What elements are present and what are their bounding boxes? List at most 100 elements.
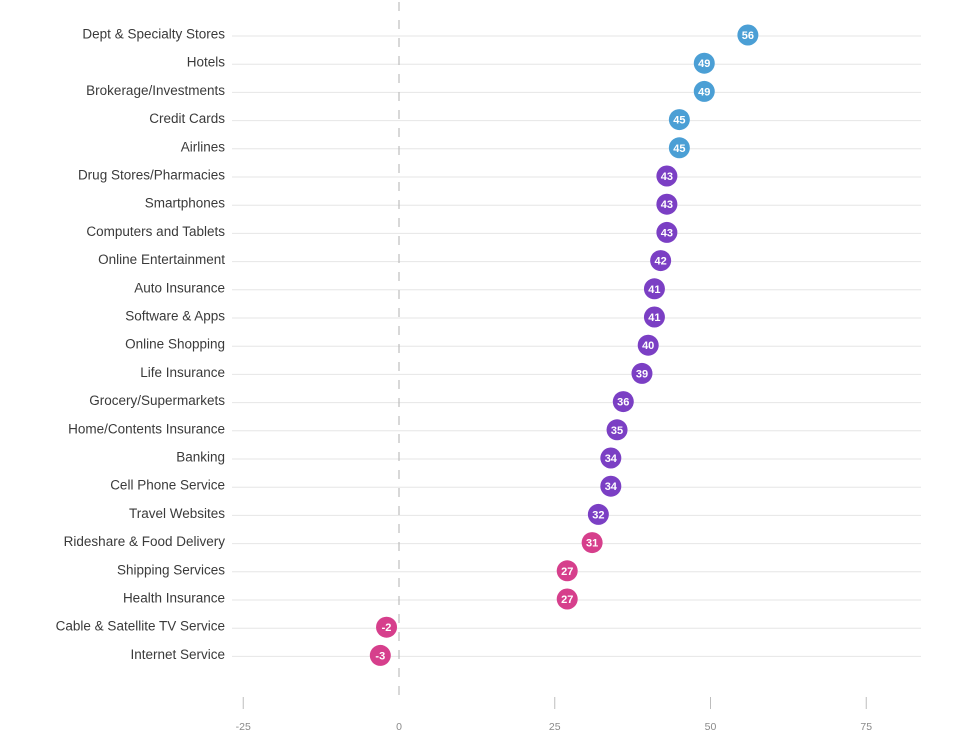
data-point-value-label: 49	[698, 86, 710, 98]
data-point-value-label: 31	[586, 538, 598, 550]
data-point: 45	[668, 137, 690, 159]
data-point-marker	[369, 644, 391, 666]
x-tick-label: 0	[396, 721, 402, 733]
category-label: Home/Contents Insurance	[68, 421, 225, 436]
data-point-value-label: 42	[655, 256, 667, 268]
data-point: 43	[656, 165, 678, 187]
data-point-value-label: -3	[375, 650, 385, 662]
data-point-value-label: 34	[605, 453, 618, 465]
data-point-value-label: 27	[561, 594, 573, 606]
data-point-marker	[600, 475, 622, 497]
data-point-value-label: 35	[611, 425, 623, 437]
data-point-value-label: 41	[648, 284, 660, 296]
category-label: Health Insurance	[123, 591, 225, 606]
data-point: 41	[643, 306, 665, 328]
data-point: -2	[376, 616, 398, 638]
category-label: Airlines	[181, 139, 226, 154]
data-point: -3	[369, 644, 391, 666]
data-point-value-label: 43	[661, 227, 673, 239]
data-point-marker	[606, 419, 628, 441]
data-point-value-label: 41	[648, 312, 660, 324]
data-point-marker	[656, 193, 678, 215]
category-label: Online Entertainment	[98, 252, 225, 267]
data-point-marker	[643, 278, 665, 300]
category-label: Banking	[176, 450, 225, 465]
category-label: Grocery/Supermarkets	[89, 393, 225, 408]
data-point-value-label: 56	[742, 30, 754, 42]
category-label: Cable & Satellite TV Service	[56, 619, 225, 634]
category-label: Online Shopping	[125, 337, 225, 352]
data-point: 31	[581, 532, 603, 554]
data-point: 34	[600, 447, 622, 469]
data-point: 43	[656, 193, 678, 215]
category-label: Internet Service	[130, 647, 225, 662]
data-point: 41	[643, 278, 665, 300]
data-point-marker	[631, 362, 653, 384]
data-points: 56 49 49 45 45 43 43 43 42 41 41 40 39 36 35 34 34 32 31 27…	[369, 24, 759, 666]
data-point-value-label: -2	[382, 622, 392, 634]
data-point-marker	[587, 503, 609, 525]
category-label: Drug Stores/Pharmacies	[78, 168, 225, 183]
data-point: 49	[693, 52, 715, 74]
data-point-value-label: 34	[605, 481, 618, 493]
category-label: Auto Insurance	[134, 280, 225, 295]
data-point-value-label: 27	[561, 566, 573, 578]
category-label: Software & Apps	[125, 309, 225, 324]
data-point-marker	[693, 80, 715, 102]
data-point-marker	[556, 560, 578, 582]
data-point-value-label: 45	[673, 143, 685, 155]
category-label: Hotels	[187, 55, 226, 70]
data-point-marker	[376, 616, 398, 638]
data-point: 35	[606, 419, 628, 441]
data-point-marker	[637, 334, 659, 356]
category-label: Life Insurance	[140, 365, 225, 380]
category-label: Shipping Services	[117, 562, 225, 577]
category-label: Credit Cards	[149, 111, 225, 126]
gridlines	[232, 35, 921, 657]
data-point: 32	[587, 503, 609, 525]
data-point-marker	[650, 250, 672, 272]
category-label: Cell Phone Service	[110, 478, 225, 493]
data-point-marker	[600, 447, 622, 469]
category-label: Smartphones	[145, 196, 226, 211]
x-tick-label: 75	[860, 721, 872, 733]
data-point-value-label: 40	[642, 340, 654, 352]
data-point-marker	[581, 532, 603, 554]
data-point-value-label: 45	[673, 115, 685, 127]
category-label: Travel Websites	[129, 506, 225, 521]
data-point-marker	[643, 306, 665, 328]
data-point-marker	[693, 52, 715, 74]
data-point-marker	[737, 24, 759, 46]
data-point: 34	[600, 475, 622, 497]
data-point: 36	[612, 391, 634, 413]
data-point-value-label: 49	[698, 58, 710, 70]
data-point-value-label: 36	[617, 397, 629, 409]
data-point-value-label: 43	[661, 171, 673, 183]
data-point: 45	[668, 109, 690, 131]
data-point-marker	[668, 109, 690, 131]
category-label: Brokerage/Investments	[86, 83, 225, 98]
data-point: 42	[650, 250, 672, 272]
data-point: 27	[556, 560, 578, 582]
data-point-marker	[612, 391, 634, 413]
data-point: 56	[737, 24, 759, 46]
x-tick-label: 25	[549, 721, 561, 733]
x-tick-label: 50	[705, 721, 717, 733]
data-point: 27	[556, 588, 578, 610]
data-point: 40	[637, 334, 659, 356]
category-label: Computers and Tablets	[86, 224, 225, 239]
category-label: Rideshare & Food Delivery	[64, 534, 226, 549]
data-point-value-label: 39	[636, 368, 648, 380]
data-point-marker	[656, 165, 678, 187]
data-point-marker	[668, 137, 690, 159]
data-point: 49	[693, 80, 715, 102]
data-point: 39	[631, 362, 653, 384]
data-point-value-label: 43	[661, 199, 673, 211]
x-tick-label: -25	[236, 721, 251, 733]
data-point: 43	[656, 221, 678, 243]
x-axis: -25 0 25 50 75	[236, 697, 872, 733]
category-labels: Dept & Specialty Stores Hotels Brokerage/I…	[56, 27, 226, 662]
data-point-value-label: 32	[592, 509, 604, 521]
data-point-marker	[656, 221, 678, 243]
